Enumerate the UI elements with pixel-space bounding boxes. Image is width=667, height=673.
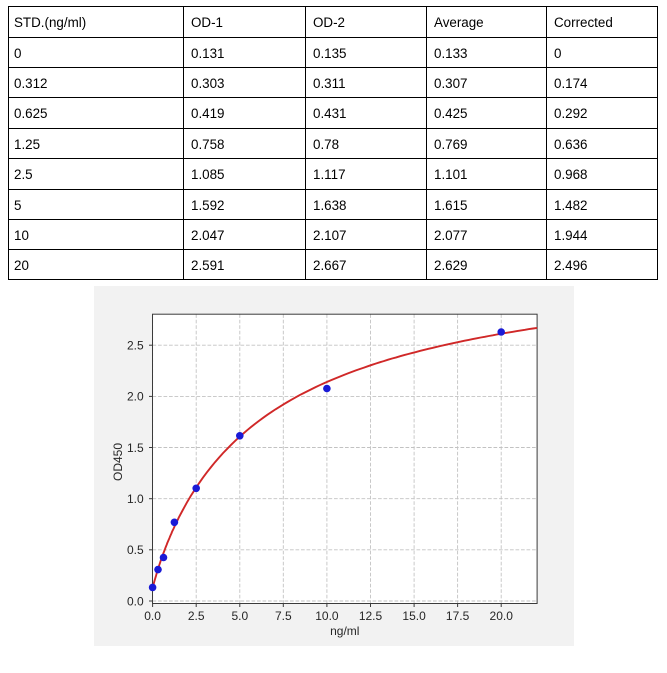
svg-text:ng/ml: ng/ml <box>330 624 359 638</box>
svg-text:10.0: 10.0 <box>315 609 339 623</box>
svg-text:15.0: 15.0 <box>402 609 426 623</box>
svg-text:12.5: 12.5 <box>359 609 383 623</box>
svg-text:OD450: OD450 <box>111 443 125 481</box>
svg-text:2.5: 2.5 <box>188 609 205 623</box>
svg-text:2.0: 2.0 <box>127 390 144 404</box>
svg-text:1.5: 1.5 <box>127 441 144 455</box>
svg-text:5.0: 5.0 <box>231 609 248 623</box>
svg-text:20.0: 20.0 <box>490 609 514 623</box>
svg-text:2.5: 2.5 <box>127 339 144 353</box>
svg-text:7.5: 7.5 <box>275 609 292 623</box>
svg-text:0.5: 0.5 <box>127 543 144 557</box>
svg-text:1.0: 1.0 <box>127 492 144 506</box>
svg-text:0.0: 0.0 <box>144 609 161 623</box>
svg-text:17.5: 17.5 <box>446 609 470 623</box>
svg-text:0.0: 0.0 <box>127 594 144 608</box>
